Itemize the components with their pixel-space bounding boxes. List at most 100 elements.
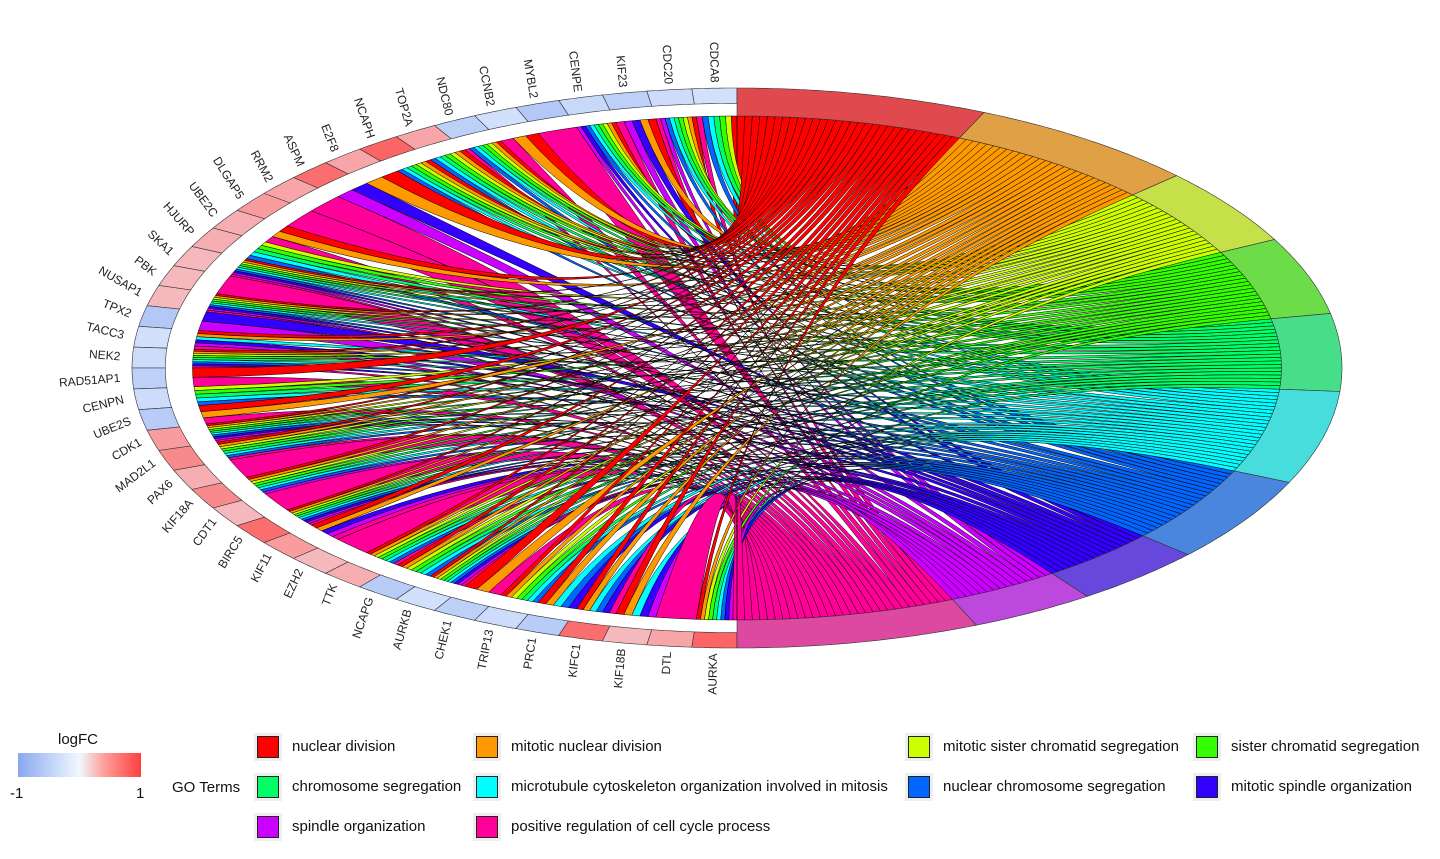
legend-swatch [905, 773, 933, 801]
gene-label: TOP2A [392, 86, 416, 127]
gene-label: KIF18B [611, 648, 628, 689]
gene-segment-RRM2 [263, 177, 319, 204]
gene-label: DLGAP5 [210, 154, 247, 202]
gene-segment-KIF11 [263, 532, 319, 559]
gene-segment-SKA1 [173, 246, 223, 272]
gene-label: CDT1 [190, 515, 220, 549]
gene-label: CDK1 [109, 435, 144, 463]
gene-segment-KIF18A [191, 482, 243, 509]
legend-label: microtubule cytoskeleton organization in… [511, 778, 888, 795]
gene-label: RAD51AP1 [58, 371, 121, 390]
gene-segment-TTK [324, 561, 382, 588]
gene-segment-TPX2 [138, 305, 181, 329]
legend-label: mitotic sister chromatid segregation [943, 738, 1179, 755]
gene-label: TACC3 [85, 319, 126, 342]
gene-segment-E2F8 [324, 148, 382, 175]
go-terms-legend-title: GO Terms [172, 779, 241, 796]
gene-segment-PRC1 [515, 613, 570, 636]
logfc-color-bar [18, 753, 141, 777]
chords [192, 115, 1282, 621]
gene-segment-KIFC1 [558, 620, 611, 642]
gene-segment-ASPM [292, 162, 349, 189]
legend-label: spindle organization [292, 818, 426, 835]
legend-swatch [1193, 773, 1221, 801]
gene-label: UBE2S [91, 414, 133, 442]
gene-segment-NEK2 [131, 346, 168, 369]
gene-segment-MAD2L1 [158, 445, 206, 471]
gene-label: CENPN [81, 392, 125, 416]
gene-segment-CDC20 [646, 88, 695, 107]
gene-segment-PBK [158, 265, 206, 291]
gene-label: AURKB [390, 608, 415, 652]
gene-segment-CENPN [133, 387, 173, 411]
gene-label: UBE2C [186, 179, 221, 220]
gene-segment-NUSAP1 [146, 285, 192, 310]
gene-label: DTL [659, 651, 674, 675]
gene-segment-DLGAP5 [236, 193, 291, 220]
legend-swatch [1193, 733, 1221, 761]
gene-segment-UBE2S [138, 407, 181, 431]
gene-label: PBK [132, 253, 160, 279]
chord-RAD51AP1-0 [192, 120, 852, 378]
gene-segment-NCAPH [359, 136, 416, 162]
legend-label: mitotic nuclear division [511, 738, 662, 755]
gene-segment-TOP2A [395, 125, 452, 150]
gene-label: E2F8 [318, 122, 342, 154]
gene-segment-KIF18B [601, 625, 653, 646]
gene-label: RRM2 [248, 148, 277, 185]
legend-swatch [254, 813, 282, 841]
gene-segment-TRIP13 [473, 606, 529, 629]
gene-label: AURKA [705, 653, 720, 695]
gene-segment-KIF23 [601, 90, 653, 111]
gene-segment-CDCA8 [691, 87, 738, 105]
gene-label: KIF11 [248, 550, 275, 584]
gene-segment-DTL [646, 629, 695, 648]
gene-label: CDCA8 [707, 42, 722, 83]
gene-label: MYBL2 [521, 58, 541, 99]
gene-label: NCAPH [351, 96, 378, 140]
gene-label: PRC1 [520, 636, 539, 670]
gene-segment-CDK1 [146, 426, 192, 451]
legend-swatch [473, 813, 501, 841]
gene-segment-PAX6 [173, 464, 223, 490]
gene-segment-AURKB [395, 586, 452, 611]
chord-CHEK1-1 [476, 179, 1107, 593]
gene-segment-CDT1 [212, 499, 266, 527]
gene-segment-CHEK1 [433, 596, 490, 621]
chord-ASPM-7 [351, 183, 1134, 544]
gene-label: PAX6 [144, 476, 176, 507]
gene-label: TTK [319, 582, 340, 608]
gene-label: BIRC5 [215, 533, 246, 571]
term-segment-4 [1270, 313, 1343, 392]
chord-E2F8-1 [366, 148, 1015, 269]
legend-swatch [905, 733, 933, 761]
legend-label: chromosome segregation [292, 778, 462, 795]
gene-label: EZH2 [281, 566, 307, 600]
gene-segment-CCNB2 [473, 107, 529, 130]
gene-label: CCNB2 [476, 65, 498, 108]
legend-label: sister chromatid segregation [1231, 738, 1420, 755]
legend-label: mitotic spindle organization [1231, 778, 1412, 795]
legend-swatch [254, 773, 282, 801]
gene-label: KIF23 [613, 55, 630, 88]
gene-label: CENPE [566, 50, 585, 93]
gene-segment-EZH2 [292, 547, 349, 574]
logfc-max-label: 1 [136, 785, 145, 802]
gene-label: CDC20 [660, 44, 676, 84]
chord-diagram: CDCA8 CDC20 KIF23 CENPE MYBL2 CCNB2 NDC80 TOP2A… [58, 42, 1343, 695]
gene-segment-CENPE [558, 94, 611, 116]
logfc-legend-title: logFC [58, 731, 99, 748]
gene-label: TRIP13 [474, 628, 496, 671]
legend-swatch [254, 733, 282, 761]
gene-segment-TACC3 [133, 325, 173, 349]
gene-label: HJURP [160, 199, 197, 238]
legend-swatch [473, 773, 501, 801]
gene-segment-UBE2C [212, 209, 266, 237]
logfc-min-label: -1 [10, 785, 24, 802]
gene-segment-AURKA [691, 631, 738, 649]
legend-label: nuclear chromosome segregation [943, 778, 1166, 795]
gene-segment-NCAPG [359, 574, 416, 600]
gene-segment-BIRC5 [236, 516, 291, 543]
legend-swatch [473, 733, 501, 761]
